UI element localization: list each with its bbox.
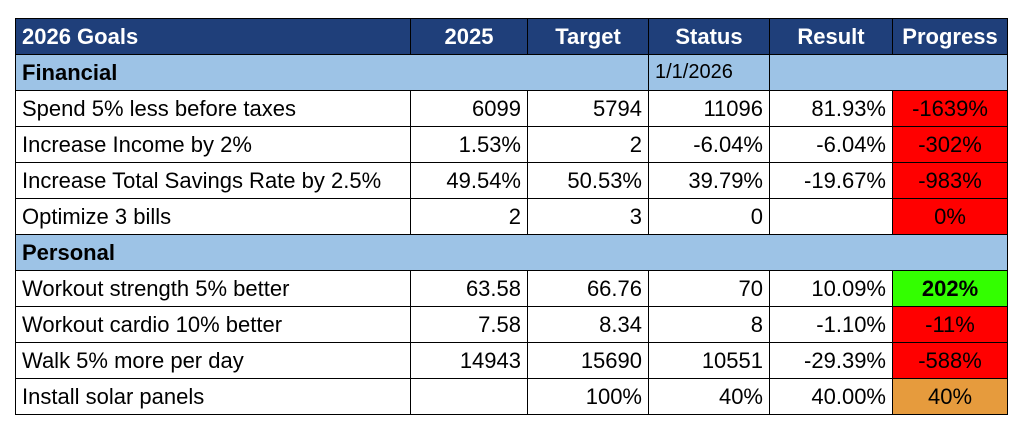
status-cell[interactable]: 70 — [648, 270, 770, 307]
header-2025[interactable]: 2025 — [410, 18, 528, 55]
value-2025-cell[interactable] — [410, 378, 528, 415]
value-2025-cell[interactable]: 7.58 — [410, 306, 528, 343]
goal-name-cell[interactable]: Walk 5% more per day — [15, 342, 411, 379]
target-cell[interactable]: 50.53% — [527, 162, 649, 199]
table-row: Increase Income by 2% 1.53% 2 -6.04% -6.… — [15, 126, 1008, 163]
value-2025-cell[interactable]: 1.53% — [410, 126, 528, 163]
progress-cell[interactable]: -1639% — [892, 90, 1008, 127]
target-cell[interactable]: 15690 — [527, 342, 649, 379]
value-2025-cell[interactable]: 49.54% — [410, 162, 528, 199]
target-cell[interactable]: 2 — [527, 126, 649, 163]
target-cell[interactable]: 100% — [527, 378, 649, 415]
target-cell[interactable]: 3 — [527, 198, 649, 235]
header-result[interactable]: Result — [769, 18, 893, 55]
value-2025-cell[interactable]: 14943 — [410, 342, 528, 379]
result-cell[interactable]: -29.39% — [769, 342, 893, 379]
section-date[interactable]: 1/1/2026 — [648, 54, 770, 91]
status-cell[interactable]: 8 — [648, 306, 770, 343]
status-cell[interactable]: 10551 — [648, 342, 770, 379]
goal-name-cell[interactable]: Optimize 3 bills — [15, 198, 411, 235]
progress-cell[interactable]: -302% — [892, 126, 1008, 163]
table-row: Walk 5% more per day 14943 15690 10551 -… — [15, 342, 1008, 379]
result-cell[interactable]: -6.04% — [769, 126, 893, 163]
table-row: Workout cardio 10% better 7.58 8.34 8 -1… — [15, 306, 1008, 343]
value-2025-cell[interactable]: 63.58 — [410, 270, 528, 307]
target-cell[interactable]: 66.76 — [527, 270, 649, 307]
header-target[interactable]: Target — [527, 18, 649, 55]
result-cell[interactable]: -19.67% — [769, 162, 893, 199]
status-cell[interactable]: 40% — [648, 378, 770, 415]
goals-table: 2026 Goals 2025 Target Status Result Pro… — [15, 18, 1008, 415]
table-row: Workout strength 5% better 63.58 66.76 7… — [15, 270, 1008, 307]
header-status[interactable]: Status — [648, 18, 770, 55]
result-cell[interactable]: -1.10% — [769, 306, 893, 343]
goal-name-cell[interactable]: Workout strength 5% better — [15, 270, 411, 307]
result-cell[interactable]: 40.00% — [769, 378, 893, 415]
progress-cell[interactable]: -11% — [892, 306, 1008, 343]
section-title-financial[interactable]: Financial — [15, 54, 649, 91]
status-cell[interactable]: 11096 — [648, 90, 770, 127]
goal-name-cell[interactable]: Workout cardio 10% better — [15, 306, 411, 343]
progress-cell[interactable]: 0% — [892, 198, 1008, 235]
goal-name-cell[interactable]: Increase Total Savings Rate by 2.5% — [15, 162, 411, 199]
table-row: Install solar panels 100% 40% 40.00% 40% — [15, 378, 1008, 415]
target-cell[interactable]: 8.34 — [527, 306, 649, 343]
progress-cell[interactable]: -588% — [892, 342, 1008, 379]
section-title-personal[interactable]: Personal — [15, 234, 1008, 271]
goal-name-cell[interactable]: Increase Income by 2% — [15, 126, 411, 163]
table-row: Spend 5% less before taxes 6099 5794 110… — [15, 90, 1008, 127]
status-cell[interactable]: 0 — [648, 198, 770, 235]
table-row: Optimize 3 bills 2 3 0 0% — [15, 198, 1008, 235]
progress-cell[interactable]: 40% — [892, 378, 1008, 415]
header-progress[interactable]: Progress — [892, 18, 1008, 55]
target-cell[interactable]: 5794 — [527, 90, 649, 127]
goal-name-cell[interactable]: Spend 5% less before taxes — [15, 90, 411, 127]
header-goals[interactable]: 2026 Goals — [15, 18, 411, 55]
result-cell[interactable]: 81.93% — [769, 90, 893, 127]
status-cell[interactable]: 39.79% — [648, 162, 770, 199]
result-cell[interactable] — [769, 198, 893, 235]
table-row: Increase Total Savings Rate by 2.5% 49.5… — [15, 162, 1008, 199]
value-2025-cell[interactable]: 6099 — [410, 90, 528, 127]
value-2025-cell[interactable]: 2 — [410, 198, 528, 235]
result-cell[interactable]: 10.09% — [769, 270, 893, 307]
section-empty[interactable] — [769, 54, 1008, 91]
section-financial: Financial 1/1/2026 — [15, 54, 1008, 91]
header-row: 2026 Goals 2025 Target Status Result Pro… — [15, 18, 1008, 55]
status-cell[interactable]: -6.04% — [648, 126, 770, 163]
section-personal: Personal — [15, 234, 1008, 271]
progress-cell[interactable]: 202% — [892, 270, 1008, 307]
progress-cell[interactable]: -983% — [892, 162, 1008, 199]
goal-name-cell[interactable]: Install solar panels — [15, 378, 411, 415]
